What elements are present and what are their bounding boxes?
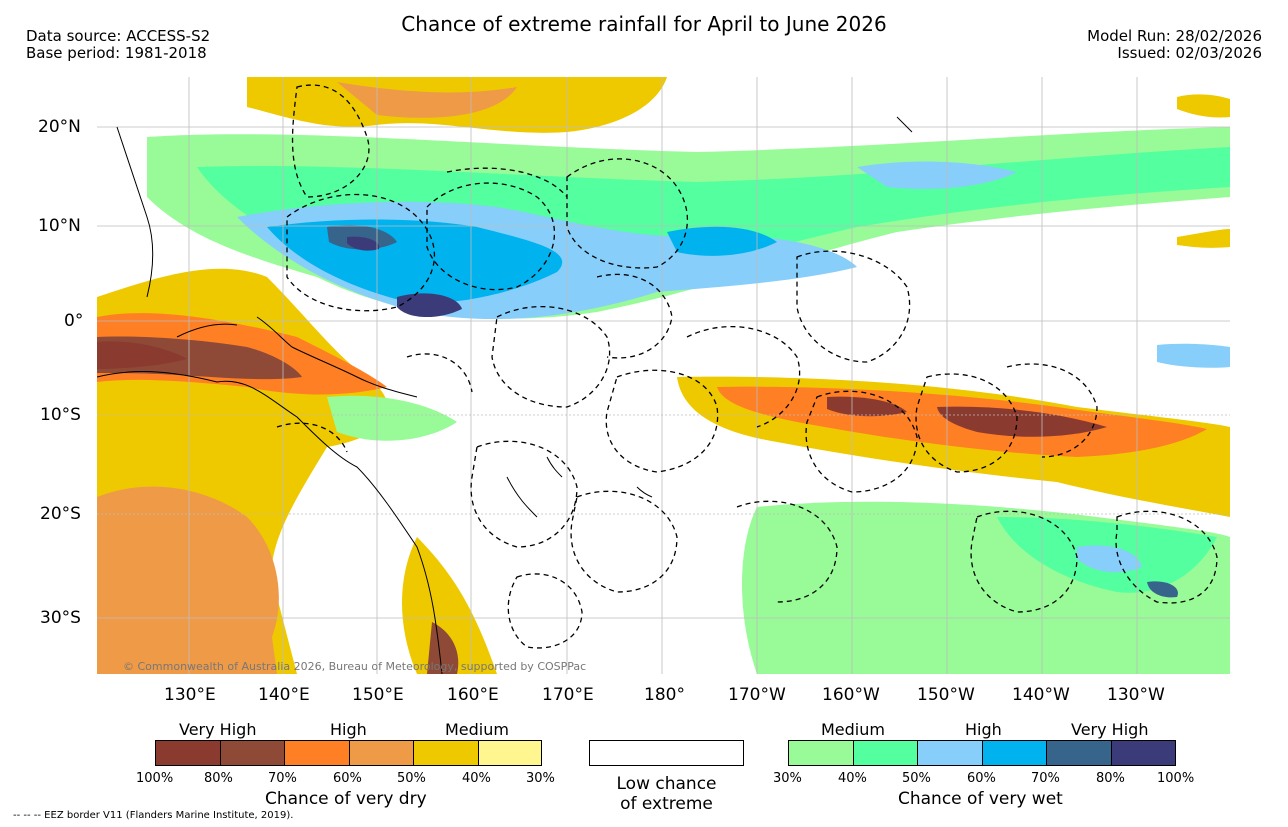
lon-label-160e: 160°E: [447, 685, 499, 705]
lon-label-160w: 160°W: [822, 685, 880, 705]
wet-swatch-1: [788, 740, 854, 766]
wet-swatch-5: [1046, 740, 1112, 766]
wet-legend-header-high: High: [965, 720, 1002, 739]
dry-tick-100: 100%: [136, 771, 174, 786]
lat-label-20s: 20°S: [40, 504, 81, 524]
lon-label-130e: 130°E: [164, 685, 216, 705]
wet-swatch-2: [853, 740, 918, 766]
wet-legend-caption: Chance of very wet: [898, 789, 1063, 809]
rainfall-map: © Commonwealth of Australia 2026, Bureau…: [97, 77, 1230, 674]
low-chance-label-line1: Low chance: [616, 774, 717, 794]
dry-tick-30: 30%: [526, 771, 555, 786]
wet-tick-80: 80%: [1096, 771, 1125, 786]
lon-label-170w: 170°W: [728, 685, 786, 705]
dry-swatch-3: [284, 740, 350, 766]
base-period: Base period: 1981-2018: [26, 44, 207, 62]
lat-label-10n: 10°N: [38, 216, 81, 236]
dry-swatch-6: [478, 740, 542, 766]
lon-label-150w: 150°W: [917, 685, 975, 705]
map-title: Chance of extreme rainfall for April to …: [401, 12, 887, 36]
wet-zones: [147, 127, 1230, 674]
lon-label-150e: 150°E: [352, 685, 404, 705]
wet-legend-header-very-high: Very High: [1071, 720, 1149, 739]
dry-tick-60: 60%: [333, 771, 362, 786]
wet-swatch-4: [982, 740, 1047, 766]
issued-date: Issued: 02/03/2026: [1117, 44, 1262, 62]
dry-legend-header-high: High: [330, 720, 367, 739]
dry-swatch-1: [155, 740, 221, 766]
dry-zones: [97, 77, 1230, 674]
dry-tick-50: 50%: [397, 771, 426, 786]
eez-footnote: -- -- -- EEZ border V11 (Flanders Marine…: [13, 810, 294, 821]
lon-label-170e: 170°E: [542, 685, 594, 705]
dry-tick-70: 70%: [268, 771, 297, 786]
wet-legend-header-medium: Medium: [821, 720, 885, 739]
wet-tick-60: 60%: [967, 771, 996, 786]
dry-swatch-2: [220, 740, 285, 766]
wet-tick-50: 50%: [902, 771, 931, 786]
lon-label-140e: 140°E: [258, 685, 310, 705]
dry-legend-header-medium: Medium: [445, 720, 509, 739]
wet-tick-40: 40%: [838, 771, 867, 786]
lat-label-30s: 30°S: [40, 608, 81, 628]
lat-label-0: 0°: [64, 311, 84, 331]
coastlines: [97, 116, 913, 674]
lon-label-130w: 130°W: [1107, 685, 1165, 705]
lat-label-20n: 20°N: [38, 117, 81, 137]
wet-swatch-3: [917, 740, 983, 766]
dry-tick-40: 40%: [462, 771, 491, 786]
low-chance-swatch: [589, 740, 744, 766]
wet-tick-30: 30%: [773, 771, 802, 786]
wet-tick-100: 100%: [1157, 771, 1195, 786]
dry-tick-80: 80%: [204, 771, 233, 786]
low-chance-label-line2: of extreme: [620, 794, 713, 814]
dry-swatch-5: [413, 740, 479, 766]
eez-borders: [276, 84, 1218, 649]
wet-tick-70: 70%: [1031, 771, 1060, 786]
dry-legend-header-very-high: Very High: [179, 720, 257, 739]
copyright-notice: © Commonwealth of Australia 2026, Bureau…: [123, 660, 586, 673]
model-run: Model Run: 28/02/2026: [1087, 27, 1262, 45]
lon-label-180: 180°: [644, 685, 685, 705]
gridlines: [97, 77, 1230, 674]
lon-label-140w: 140°W: [1012, 685, 1070, 705]
wet-swatch-6: [1111, 740, 1176, 766]
lat-label-10s: 10°S: [40, 405, 81, 425]
dry-swatch-4: [349, 740, 414, 766]
data-source: Data source: ACCESS-S2: [26, 27, 211, 45]
dry-legend-caption: Chance of very dry: [265, 789, 427, 809]
